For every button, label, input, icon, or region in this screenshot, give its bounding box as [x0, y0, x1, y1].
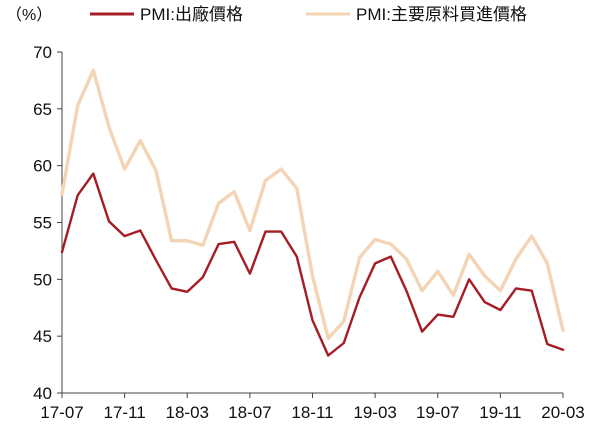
y-tick-label: 70 — [33, 43, 52, 62]
x-tick-label: 17-07 — [40, 403, 83, 422]
x-tick-label: 17-11 — [104, 403, 146, 422]
x-tick-label: 20-03 — [541, 403, 584, 422]
y-tick-label: 65 — [33, 100, 52, 119]
legend-label-input-price: PMI:主要原料買進價格 — [356, 5, 527, 24]
x-tick-label: 19-07 — [416, 403, 459, 422]
x-axis: 17-07 17-11 18-03 18-07 18-11 19-03 19-07 19-11… — [40, 392, 585, 422]
legend-label-output-price: PMI:出廠價格 — [140, 4, 243, 24]
x-tick-label: 19-11 — [479, 403, 521, 422]
x-tick-label: 18-03 — [166, 403, 209, 422]
x-tick-label: 19-03 — [353, 403, 396, 422]
y-unit-label: （%） — [6, 6, 52, 24]
series-line-input-price — [60, 68, 565, 341]
y-tick-label: 40 — [33, 384, 52, 403]
legend: PMI:出廠價格 PMI:主要原料買進價格 — [90, 4, 527, 24]
y-tick-label: 60 — [33, 157, 52, 176]
series-line-output-price — [60, 172, 565, 357]
y-tick-label: 55 — [33, 214, 52, 233]
y-tick-label: 50 — [33, 270, 52, 289]
legend-item-input-price: PMI:主要原料買進價格 — [306, 5, 527, 24]
x-tick-label: 18-11 — [291, 403, 333, 422]
series-layer — [60, 68, 565, 357]
legend-item-output-price: PMI:出廠價格 — [90, 4, 243, 24]
y-tick-label: 45 — [33, 327, 52, 346]
x-tick-label: 18-07 — [228, 403, 271, 422]
y-axis: 40 45 50 55 60 65 70 — [33, 43, 63, 403]
